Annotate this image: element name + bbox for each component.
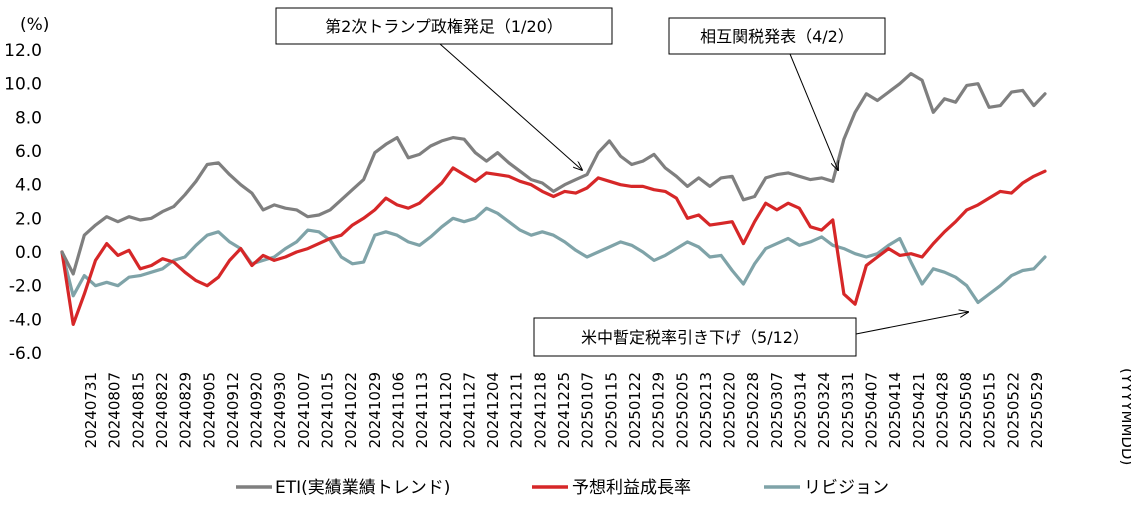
x-tick-label: 20250220 — [721, 372, 739, 448]
x-tick-label: 20250529 — [1028, 372, 1046, 448]
y-tick-label: -2.0 — [9, 277, 42, 297]
y-tick-label: 2.0 — [15, 209, 42, 229]
x-tick-label: 20241007 — [295, 372, 313, 448]
y-tick-label: 0.0 — [15, 243, 42, 263]
x-tick-label: 20250115 — [602, 372, 620, 448]
legend-label-0: ETI(実績業績トレンド) — [275, 478, 450, 498]
x-tick-label: 20241106 — [389, 372, 407, 448]
series-line-2 — [60, 206, 1047, 305]
y-tick-label: 4.0 — [15, 176, 42, 196]
x-axis-unit-label: (YYYYMMDD) — [1118, 368, 1131, 465]
x-tick-label: 20240829 — [177, 372, 195, 448]
x-tick-label: 20240930 — [271, 372, 289, 448]
x-tick-label: 20241015 — [319, 372, 337, 448]
y-tick-label: 8.0 — [15, 108, 42, 128]
x-tick-label: 20241204 — [484, 372, 502, 448]
x-tick-label: 20250428 — [933, 372, 951, 448]
annotation-label: 米中暫定税率引き下げ（5/12） — [581, 328, 809, 347]
y-axis-unit-label: (%) — [20, 15, 49, 35]
x-tick-label: 20241120 — [437, 372, 455, 448]
y-tick-label: 12.0 — [4, 41, 42, 61]
annotation-box — [275, 7, 613, 45]
annotation-box — [668, 17, 886, 55]
x-tick-label: 20250314 — [792, 372, 810, 448]
x-tick-label: 20240807 — [106, 372, 124, 448]
x-tick-label: 20250407 — [862, 372, 880, 448]
x-tick-label: 20241022 — [342, 372, 360, 448]
y-tick-label: 6.0 — [15, 142, 42, 162]
y-tick-label: -4.0 — [9, 310, 42, 330]
series-line-1 — [60, 166, 1047, 326]
annotation-label: 相互関税発表（4/2） — [700, 27, 854, 46]
x-tick-label: 20240905 — [200, 372, 218, 448]
x-tick-label: 20250205 — [673, 372, 691, 448]
x-tick-label: 20250324 — [815, 372, 833, 448]
x-tick-label: 20250421 — [910, 372, 928, 448]
x-tick-label: 20240912 — [224, 372, 242, 448]
x-tick-label: 20240731 — [82, 372, 100, 448]
x-tick-label: 20241029 — [366, 372, 384, 448]
x-tick-label: 20241127 — [460, 372, 478, 448]
annotation-arrow — [789, 53, 838, 170]
x-tick-label: 20250331 — [839, 372, 857, 448]
x-tick-label: 20250122 — [626, 372, 644, 448]
series-line-0 — [60, 71, 1047, 276]
x-tick-label: 20240815 — [129, 372, 147, 448]
x-tick-label: 20250129 — [650, 372, 668, 448]
y-tick-label: 10.0 — [4, 75, 42, 95]
x-tick-label: 20240920 — [248, 372, 266, 448]
x-tick-label: 20250508 — [957, 372, 975, 448]
x-tick-label: 20240822 — [153, 372, 171, 448]
x-tick-label: 20241218 — [531, 372, 549, 448]
x-tick-label: 20250107 — [579, 372, 597, 448]
x-tick-label: 20250307 — [768, 372, 786, 448]
legend-label-1: 予想利益成長率 — [572, 478, 691, 498]
y-tick-label: -6.0 — [9, 344, 42, 364]
annotation-arrow — [855, 312, 968, 335]
annotation-arrow — [439, 43, 582, 170]
x-tick-label: 20250515 — [981, 372, 999, 448]
x-tick-label: 20241225 — [555, 372, 573, 448]
x-tick-label: 20241113 — [413, 372, 431, 448]
x-tick-label: 20241211 — [508, 372, 526, 448]
annotation-box — [533, 317, 857, 357]
x-tick-label: 20250228 — [744, 372, 762, 448]
x-tick-label: 20250414 — [886, 372, 904, 448]
x-tick-label: 20250522 — [1004, 372, 1022, 448]
x-tick-label: 20250213 — [697, 372, 715, 448]
annotation-label: 第2次トランプ政権発足（1/20） — [325, 17, 563, 36]
legend-label-2: リビジョン — [804, 478, 889, 498]
